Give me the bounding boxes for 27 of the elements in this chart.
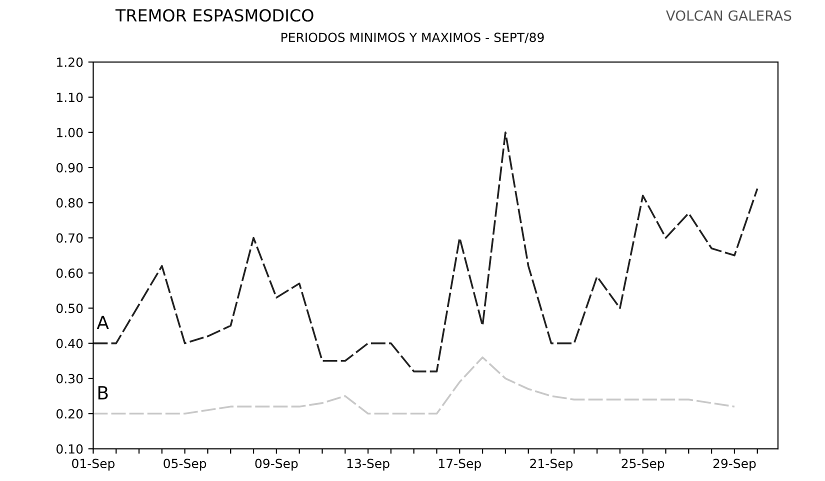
y-tick-label: 0.70	[56, 233, 83, 243]
y-tick-label: 0.30	[56, 374, 83, 384]
y-tick-label: 1.10	[57, 92, 83, 102]
series-label: B	[98, 386, 108, 400]
y-tick-label: 0.90	[56, 162, 83, 172]
y-tick-label: 0.60	[56, 268, 83, 278]
y-tick-label: 0.80	[56, 198, 83, 208]
x-tick-label: 29-Sep	[713, 458, 756, 471]
line-series	[93, 356, 736, 415]
x-tick-label: 09-Sep	[255, 458, 298, 471]
x-tick-label: 05-Sep	[164, 458, 206, 471]
line-series	[93, 131, 758, 372]
y-tick-label: 0.20	[56, 409, 83, 419]
y-tick-label: 0.50	[56, 304, 83, 314]
x-tick-label: 13-Sep	[347, 458, 390, 471]
y-tick-label: 0.40	[56, 338, 83, 348]
y-tick-label: 1.20	[57, 58, 83, 67]
y-tick-label: 0.10	[56, 444, 83, 454]
x-tick-label: 01-Sep	[72, 458, 115, 471]
chart-subtitle: PERIODOS MINIMOS Y MAXIMOS - SEPT/89	[282, 32, 544, 44]
x-tick-label: 21-Sep	[530, 458, 573, 471]
chart-title: TREMOR ESPASMODICO	[115, 9, 314, 22]
x-tick-label: 17-Sep	[439, 458, 481, 471]
series-label: A	[96, 316, 109, 329]
text: VOLCAN GALERAS	[666, 10, 792, 21]
y-tick-label: 1.00	[57, 128, 83, 138]
x-tick-label: 25-Sep	[622, 458, 664, 471]
